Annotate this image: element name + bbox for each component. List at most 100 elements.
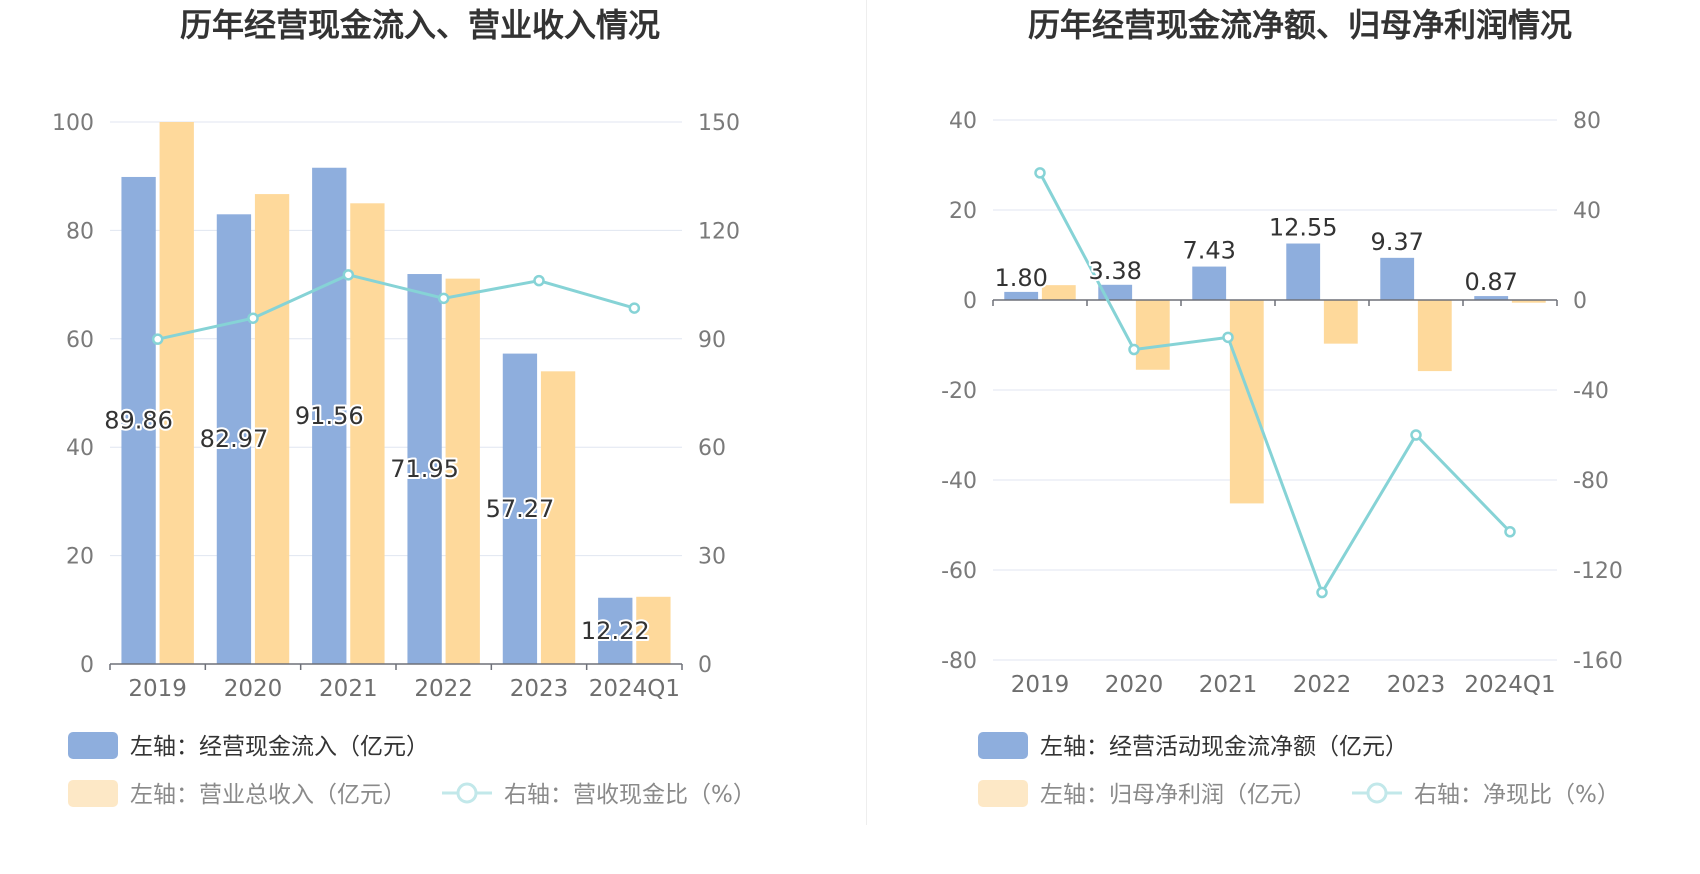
left-axis-tick: 20 [949, 199, 977, 224]
data-label-c2-2019: 1.80 [994, 264, 1047, 292]
x-axis-tick: 2024Q1 [589, 676, 680, 702]
line-point-c1-2023 [533, 274, 545, 287]
x-axis-tick: 2019 [1011, 672, 1070, 698]
bar-c2-secondary-2023 [1417, 300, 1452, 372]
left-axis-tick: 60 [66, 328, 94, 353]
line-point-c2-2019 [1034, 167, 1046, 179]
legend-swatch-net-cash [978, 732, 1028, 759]
line-c1 [157, 273, 635, 341]
bar-c1-primary-2022 [407, 274, 442, 664]
bar-c1-primary-2024Q1 [598, 597, 633, 664]
data-label-c1-2023: 57.27 [486, 495, 555, 523]
line-point-c2-2023 [1410, 429, 1422, 441]
left-axis-tick: 40 [949, 109, 977, 134]
right-axis-tick: 150 [698, 111, 740, 136]
chart1-legend[interactable]: 左轴：经营现金流入（亿元） 左轴：营业总收入（亿元） 右轴：营收现金比（%） [68, 732, 756, 808]
right-axis-tick: 60 [698, 436, 726, 461]
x-axis-tick: 2022 [414, 676, 473, 702]
right-axis-tick: 0 [698, 653, 712, 678]
data-label-c1-2019: 89.86 [104, 406, 173, 434]
chart2-plot: -80 -60 -40 -20 0 20 40 -160 -120 -80 -40 0 40 80 2019… [941, 109, 1623, 698]
left-axis-tick: 20 [66, 545, 94, 570]
line-point-c1-2019 [151, 333, 164, 345]
bar-c2-primary-2022 [1286, 243, 1321, 300]
left-axis-tick: -60 [941, 559, 977, 584]
x-axis-tick: 2020 [1105, 672, 1164, 698]
left-axis-tick: 0 [80, 653, 94, 678]
left-axis-tick: -80 [941, 649, 977, 674]
chart1-title: 历年经营现金流入、营业收入情况 [180, 6, 660, 44]
bar-c2-primary-2024Q1 [1474, 296, 1509, 300]
legend-swatch-net-profit [978, 780, 1028, 807]
data-label-c1-2024Q1: 12.22 [581, 617, 650, 645]
legend-label-ratio[interactable]: 右轴：营收现金比（%） [504, 782, 756, 808]
x-axis-tick: 2023 [510, 676, 569, 702]
bar-c1-secondary-2024Q1 [636, 596, 671, 664]
bar-c1-secondary-2020 [254, 194, 290, 664]
bar-c2-primary-2019 [1004, 291, 1039, 300]
bar-c2-primary-2021 [1192, 266, 1227, 300]
right-axis-tick: 0 [1573, 289, 1587, 314]
right-axis-tick: 40 [1573, 199, 1601, 224]
line-point-c1-2022 [437, 292, 450, 305]
chart2-legend[interactable]: 左轴：经营活动现金流净额（亿元） 左轴：归母净利润（亿元） 右轴：净现比（%） [978, 732, 1620, 808]
data-label-c2-2021: 7.43 [1182, 237, 1235, 265]
legend-label-revenue[interactable]: 左轴：营业总收入（亿元） [130, 782, 406, 808]
legend-label-net-profit[interactable]: 左轴：归母净利润（亿元） [1040, 782, 1316, 808]
x-axis-tick: 2019 [128, 676, 187, 702]
bar-c1-primary-2023 [502, 353, 538, 664]
chart1-plot: 0 20 40 60 80 100 0 30 60 90 120 150 2019 2020 2021 202… [52, 111, 740, 702]
data-label-c2-2020: 3.38 [1088, 257, 1141, 285]
bar-c2-primary-2023 [1380, 257, 1415, 300]
bar-c1-secondary-2022 [445, 278, 480, 664]
x-axis-tick: 2021 [1199, 672, 1258, 698]
right-axis-tick: -160 [1573, 649, 1623, 674]
line-c2 [1038, 172, 1512, 596]
legend-marker-net-ratio [1366, 782, 1388, 804]
x-axis-tick: 2022 [1293, 672, 1352, 698]
line-point-c2-2022 [1316, 586, 1328, 599]
left-axis-tick: 100 [52, 111, 94, 136]
data-label-c2-2024Q1: 0.87 [1464, 268, 1517, 296]
legend-swatch-revenue [68, 780, 118, 807]
legend-label-cash-inflow[interactable]: 左轴：经营现金流入（亿元） [130, 734, 429, 760]
left-axis-tick: -40 [941, 469, 977, 494]
data-label-c2-2022: 12.55 [1269, 214, 1338, 242]
bar-c1-primary-2021 [312, 167, 347, 664]
legend-swatch-cash-inflow [68, 732, 118, 759]
bar-c1-primary-2020 [216, 214, 252, 664]
line-point-c2-2020 [1128, 343, 1140, 356]
legend-label-net-cash[interactable]: 左轴：经营活动现金流净额（亿元） [1040, 734, 1408, 760]
bar-c1-secondary-2023 [540, 371, 576, 664]
legend-label-net-ratio[interactable]: 右轴：净现比（%） [1414, 782, 1620, 808]
right-axis-tick: -40 [1573, 379, 1609, 404]
line-point-c1-2021 [342, 269, 355, 281]
left-axis-tick: 80 [66, 219, 94, 244]
right-axis-tick: 90 [698, 328, 726, 353]
line-point-c1-2020 [247, 312, 259, 324]
bar-c2-secondary-2022 [1323, 300, 1358, 344]
right-axis-tick: 80 [1573, 109, 1601, 134]
bar-c2-secondary-2020 [1135, 300, 1170, 370]
left-axis-tick: -20 [941, 379, 977, 404]
right-axis-tick: 120 [698, 219, 740, 244]
data-label-c1-2022: 71.95 [390, 455, 459, 483]
legend-marker-ratio [456, 782, 478, 804]
panel-divider [866, 0, 867, 825]
left-axis-tick: 40 [66, 436, 94, 461]
data-label-c2-2023: 9.37 [1370, 228, 1423, 256]
line-point-c1-2024Q1 [628, 302, 641, 314]
bar-c1-secondary-2021 [350, 203, 385, 665]
bar-c2-secondary-2021 [1229, 300, 1264, 504]
left-axis-tick: 0 [963, 289, 977, 314]
x-axis-tick: 2021 [319, 676, 378, 702]
right-axis-tick: -120 [1573, 559, 1623, 584]
bar-c1-primary-2019 [121, 176, 156, 664]
x-axis-tick: 2023 [1387, 672, 1446, 698]
data-label-c1-2021: 91.56 [295, 402, 364, 430]
right-axis-tick: -80 [1573, 469, 1609, 494]
bar-c2-secondary-2024Q1 [1511, 300, 1546, 303]
line-point-c2-2024Q1 [1504, 526, 1516, 538]
right-axis-tick: 30 [698, 545, 726, 570]
